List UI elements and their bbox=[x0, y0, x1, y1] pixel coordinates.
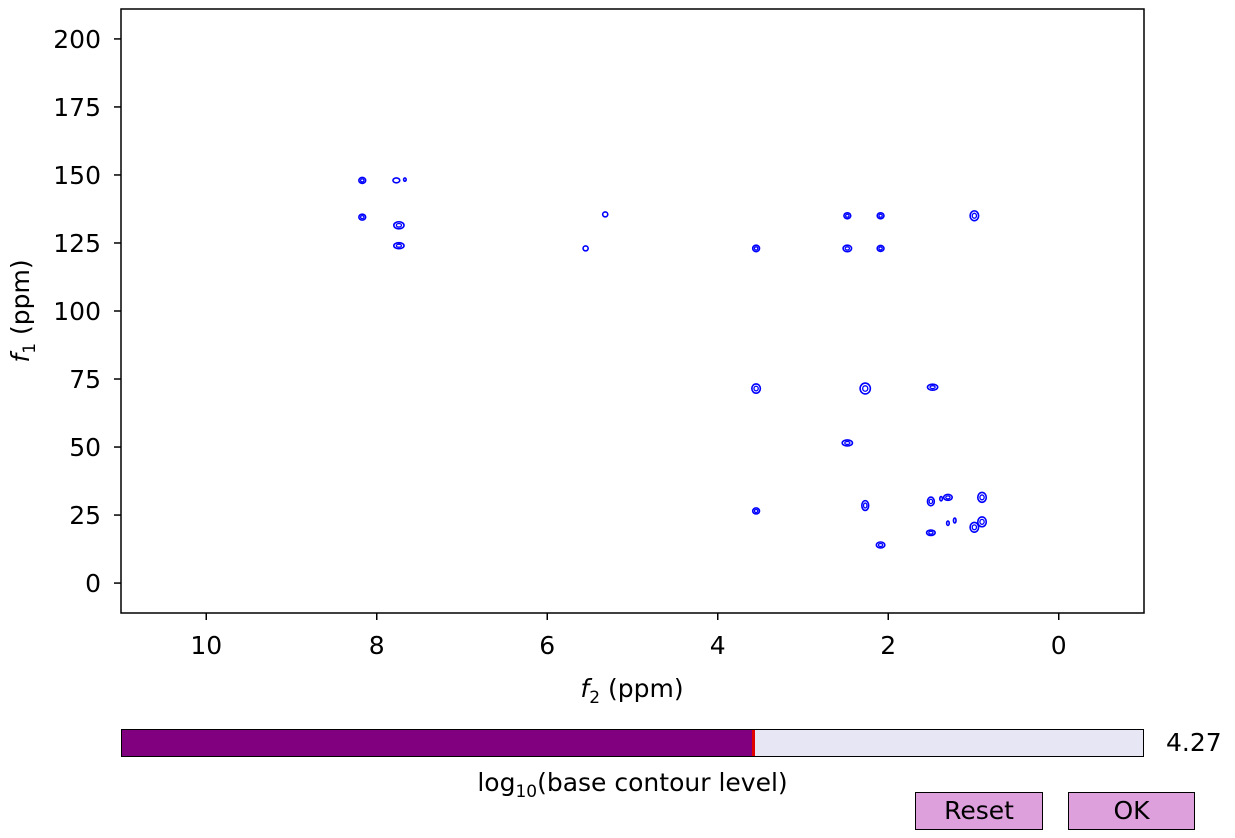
contour-peak-inner bbox=[878, 246, 883, 251]
y-tick-label: 75 bbox=[69, 365, 101, 394]
contour-peak-inner bbox=[928, 498, 934, 505]
y-axis-label: f1 (ppm) bbox=[6, 259, 40, 362]
x-axis-ticks: 10 8 6 4 2 0 bbox=[190, 613, 1067, 660]
x-tick-label: 2 bbox=[880, 631, 896, 660]
contour-peak bbox=[582, 245, 589, 252]
contour-peak bbox=[393, 220, 405, 230]
contour-peak bbox=[942, 493, 953, 502]
contour-peak bbox=[926, 383, 939, 391]
contour-peak bbox=[976, 516, 988, 528]
contour-peak-inner bbox=[844, 213, 850, 218]
slider-handle[interactable] bbox=[752, 730, 756, 756]
contour-peaks bbox=[358, 176, 988, 549]
y-tick-label: 150 bbox=[53, 161, 101, 190]
contour-peak bbox=[402, 177, 407, 183]
contour-peak bbox=[945, 520, 951, 527]
contour-peak-inner bbox=[878, 213, 883, 218]
x-tick-label: 0 bbox=[1051, 631, 1067, 660]
contour-peak-inner bbox=[862, 502, 868, 509]
contour-peak bbox=[876, 244, 885, 253]
contour-peak bbox=[939, 495, 944, 502]
contour-peak bbox=[861, 499, 870, 512]
contour-peak bbox=[859, 382, 872, 395]
contour-peak bbox=[751, 507, 761, 515]
contour-peak-inner bbox=[395, 243, 403, 248]
y-tick-label: 175 bbox=[53, 93, 101, 122]
y-tick-label: 50 bbox=[69, 433, 101, 462]
contour-peak bbox=[976, 491, 988, 504]
contour-peak-inner bbox=[753, 246, 759, 251]
contour-peak bbox=[751, 383, 762, 394]
contour-peak-inner bbox=[395, 222, 403, 228]
y-tick-label: 125 bbox=[53, 229, 101, 258]
x-axis-label: f2 (ppm) bbox=[580, 674, 683, 708]
contour-peak bbox=[843, 211, 852, 220]
contour-peak-inner bbox=[979, 494, 985, 501]
contour-peak-inner bbox=[971, 524, 978, 531]
x-tick-label: 4 bbox=[710, 631, 726, 660]
reset-button[interactable]: Reset bbox=[915, 792, 1043, 830]
contour-peak-inner bbox=[844, 246, 851, 251]
contour-peak-inner bbox=[971, 212, 978, 219]
x-tick-label: 8 bbox=[369, 631, 385, 660]
y-tick-label: 25 bbox=[69, 501, 101, 530]
contour-peak-inner bbox=[359, 178, 365, 183]
plot-frame bbox=[120, 8, 1145, 614]
contour-peak bbox=[876, 211, 885, 220]
contour-peak-inner bbox=[862, 385, 869, 392]
contour-peak-inner bbox=[753, 508, 759, 514]
contour-peak bbox=[358, 176, 367, 185]
x-tick-label: 10 bbox=[190, 631, 222, 660]
contour-peak-inner bbox=[945, 495, 951, 500]
slider-value: 4.27 bbox=[1166, 728, 1222, 757]
x-tick-label: 6 bbox=[539, 631, 555, 660]
contour-peak bbox=[925, 529, 936, 537]
ok-button[interactable]: OK bbox=[1068, 792, 1195, 830]
contour-peak bbox=[952, 517, 957, 524]
contour-peak-inner bbox=[877, 542, 884, 548]
contour-peak-inner bbox=[929, 385, 936, 390]
contour-peak-inner bbox=[359, 214, 365, 220]
contour-peak bbox=[969, 210, 980, 222]
contour-peak bbox=[751, 244, 761, 253]
slider-fill bbox=[122, 730, 754, 756]
y-axis-ticks: 0 25 50 75 100 125 150 175 200 bbox=[53, 25, 121, 598]
y-tick-label: 100 bbox=[53, 297, 101, 326]
y-tick-label: 0 bbox=[85, 569, 101, 598]
slider-label: log10(base contour level) bbox=[477, 768, 788, 802]
contour-peak-inner bbox=[928, 530, 934, 535]
contour-peak-inner bbox=[753, 385, 759, 392]
contour-peak-inner bbox=[844, 440, 851, 446]
y-tick-label: 200 bbox=[53, 25, 101, 54]
contour-peak bbox=[875, 541, 886, 549]
contour-peak bbox=[969, 521, 980, 533]
contour-peak bbox=[392, 177, 401, 184]
contour-peak-inner bbox=[979, 518, 985, 525]
contour-peak bbox=[358, 213, 367, 221]
contour-peak bbox=[601, 211, 609, 218]
contour-peak bbox=[393, 241, 405, 250]
contour-peak bbox=[841, 439, 854, 447]
contour-level-slider[interactable] bbox=[121, 729, 1144, 757]
contour-peak bbox=[926, 496, 936, 507]
contour-peak bbox=[842, 244, 853, 253]
